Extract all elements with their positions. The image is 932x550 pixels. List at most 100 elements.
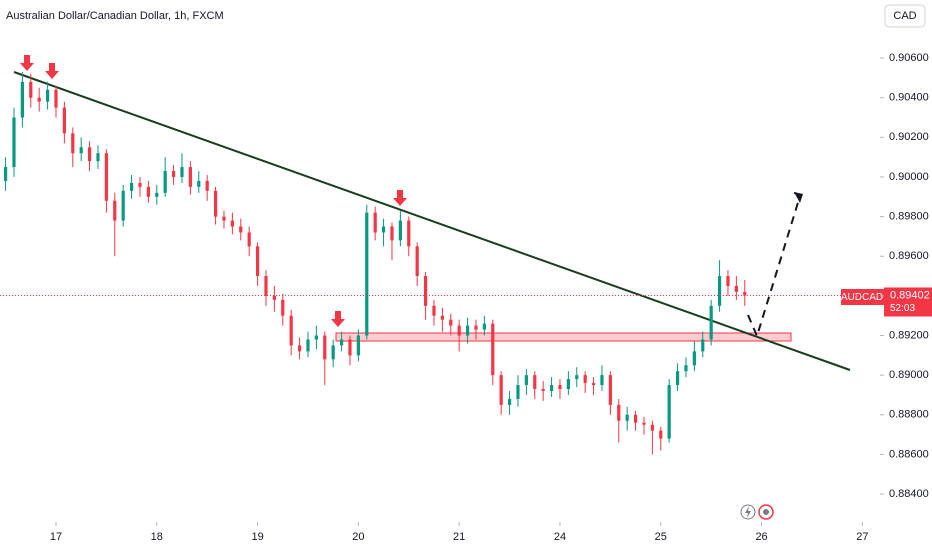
candle-body (264, 276, 268, 296)
y-tick-label: 0.88400 (889, 488, 929, 500)
candle-body (701, 339, 705, 352)
candle-body (71, 133, 75, 154)
y-tick-label: 0.88600 (889, 448, 929, 460)
candle-body (306, 339, 310, 352)
x-tick-label: 25 (655, 531, 667, 543)
candle-body (381, 226, 386, 233)
candle-body (667, 385, 671, 439)
price-tag (884, 287, 932, 317)
candle-body (339, 339, 344, 346)
candle-body (524, 375, 528, 386)
candle-body (247, 232, 251, 247)
candle-body (104, 153, 108, 201)
candle-body (390, 226, 394, 241)
candle-body (650, 424, 654, 431)
candle-body (449, 319, 453, 326)
candle-body (289, 315, 293, 346)
candle-body (146, 186, 150, 197)
candle-body (583, 375, 587, 384)
candle-body (3, 167, 8, 181)
candle-body (692, 351, 696, 366)
candle-body (239, 226, 243, 233)
candle-body (709, 305, 713, 340)
candle-body (155, 192, 159, 197)
candle-body (356, 335, 360, 356)
candle-body (398, 220, 402, 241)
candle-body (549, 385, 554, 392)
y-tick-label: 0.90200 (889, 131, 929, 143)
candle-body (575, 375, 579, 380)
candle-body (675, 371, 680, 386)
candle-body (205, 180, 209, 191)
candle-body (659, 430, 663, 439)
currency-button[interactable] (884, 4, 926, 28)
candle-body (566, 379, 570, 390)
x-tick-label: 17 (50, 531, 62, 543)
candle-body (180, 167, 184, 177)
candle-body (222, 216, 226, 221)
candle-body (373, 212, 377, 233)
candle-body (558, 385, 562, 390)
support-zone (335, 332, 792, 342)
candle-body (633, 414, 638, 423)
candle-body (62, 107, 66, 134)
candle-body (457, 325, 461, 336)
candle-body (37, 97, 41, 102)
candle-body (129, 182, 134, 191)
arrow-marker (331, 311, 345, 327)
y-tick-label: 0.89800 (889, 211, 929, 223)
news-icon-dot (763, 509, 769, 515)
candle-body (331, 345, 335, 360)
y-tick-label: 0.89600 (889, 250, 929, 262)
arrow-marker (45, 63, 59, 79)
x-tick-label: 18 (151, 531, 163, 543)
arrow-marker (393, 190, 407, 206)
candle-body (197, 180, 201, 187)
candle-body (600, 375, 604, 386)
candle-body (625, 414, 629, 421)
candle-body (121, 190, 125, 221)
x-tick-label: 27 (856, 531, 868, 543)
candle-body (96, 153, 100, 162)
candle-body (591, 383, 596, 386)
candle-body (12, 117, 16, 168)
candle-body (533, 375, 537, 390)
candle-body (113, 200, 117, 221)
y-tick-label: 0.89200 (889, 329, 929, 341)
candle-body (617, 404, 621, 421)
candle-body (45, 89, 50, 102)
candles (3, 71, 747, 455)
candle-body (323, 335, 327, 360)
candle-body (29, 81, 33, 98)
x-tick-label: 19 (251, 531, 263, 543)
currency-button-label[interactable]: CAD (893, 10, 916, 22)
candle-body (163, 171, 167, 193)
candle-body (642, 422, 646, 425)
candle-body (541, 389, 545, 392)
candle-body (314, 335, 318, 340)
x-tick-label: 21 (453, 531, 465, 543)
y-tick-label: 0.89000 (889, 369, 929, 381)
candle-body (491, 323, 495, 376)
symbol-tag-label: AUDCAD (841, 292, 883, 303)
candle-body (432, 305, 436, 316)
candle-body (171, 171, 176, 177)
y-tick-label: 0.90600 (889, 52, 929, 64)
candle-body (54, 89, 58, 108)
candle-body (474, 325, 478, 330)
candle-body (348, 339, 352, 356)
x-tick-label: 26 (755, 531, 767, 543)
candle-body (79, 147, 83, 154)
candle-body (440, 315, 444, 320)
candle-body (255, 246, 260, 277)
candle-body (507, 398, 512, 405)
candle-body (465, 325, 470, 336)
candle-body (516, 385, 520, 399)
x-tick-label: 20 (352, 531, 364, 543)
candle-body (608, 375, 612, 405)
candle-body (20, 81, 24, 118)
candle-body (138, 182, 142, 187)
candle-body (365, 212, 369, 336)
